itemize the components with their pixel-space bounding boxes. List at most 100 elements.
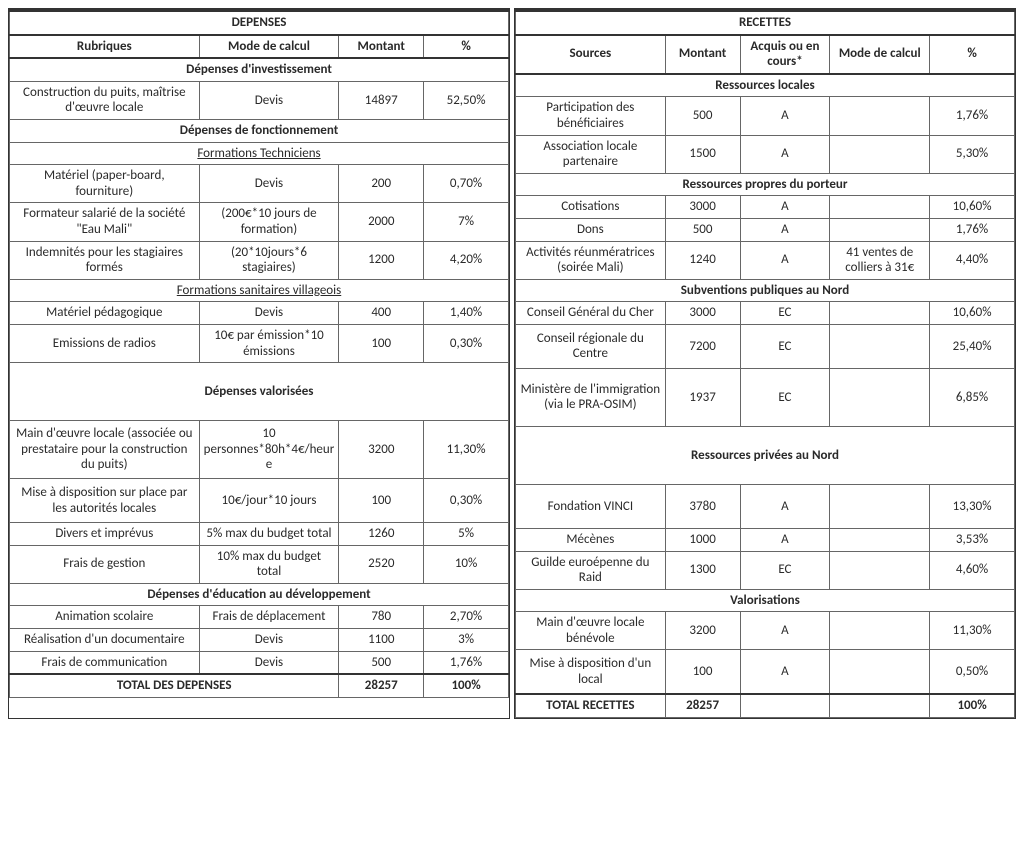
- table-cell: 10 personnes*80h*4€/heure: [199, 421, 339, 479]
- table-cell: 0,30%: [424, 479, 509, 523]
- total-montant: 28257: [339, 674, 424, 697]
- table-cell: 100: [665, 650, 740, 694]
- table-cell: EC: [740, 302, 830, 325]
- table-cell: 14897: [339, 81, 424, 119]
- table-cell: 41 ventes de colliers à 31€: [830, 241, 930, 279]
- table-cell: 4,20%: [424, 241, 509, 279]
- table-cell: Mécènes: [516, 528, 666, 551]
- table-cell: 5,30%: [930, 135, 1015, 173]
- total-label: TOTAL RECETTES: [516, 694, 666, 717]
- table-cell: 500: [665, 218, 740, 241]
- table-cell: 5%: [424, 523, 509, 546]
- table-cell: 1240: [665, 241, 740, 279]
- table-cell: Conseil Général du Cher: [516, 302, 666, 325]
- table-cell: [830, 324, 930, 368]
- table-cell: 1,76%: [930, 218, 1015, 241]
- table-cell: A: [740, 196, 830, 219]
- total-c4: [830, 694, 930, 717]
- table-cell: Devis: [199, 81, 339, 119]
- table-cell: 3%: [424, 629, 509, 652]
- depenses-table: DEPENSESRubriquesMode de calculMontant%D…: [9, 10, 509, 698]
- table-cell: [830, 528, 930, 551]
- table-cell: 52,50%: [424, 81, 509, 119]
- table-cell: 3200: [665, 612, 740, 650]
- table-cell: Indemnités pour les stagiaires formés: [10, 241, 200, 279]
- table-cell: 5% max du budget total: [199, 523, 339, 546]
- recettes-panel: RECETTESSourcesMontantAcquis ou en cours…: [514, 8, 1016, 719]
- table-cell: [830, 612, 930, 650]
- table-cell: 500: [339, 651, 424, 674]
- table-cell: 1,40%: [424, 302, 509, 325]
- table-cell: 1300: [665, 551, 740, 589]
- table-cell: Main d'œuvre locale (associée ou prestat…: [10, 421, 200, 479]
- table-cell: (200€*10 jours de formation): [199, 203, 339, 241]
- table-cell: 100: [339, 479, 424, 523]
- table-cell: 1,76%: [424, 651, 509, 674]
- table-cell: 6,85%: [930, 368, 1015, 426]
- table-cell: 780: [339, 606, 424, 629]
- table-cell: Ministère de l'immigration (via le PRA-O…: [516, 368, 666, 426]
- table-cell: A: [740, 612, 830, 650]
- table-cell: Main d'œuvre locale bénévole: [516, 612, 666, 650]
- table-cell: 1500: [665, 135, 740, 173]
- table-cell: [830, 135, 930, 173]
- table-cell: Cotisations: [516, 196, 666, 219]
- table-cell: [830, 97, 930, 135]
- table-cell: Frais de gestion: [10, 545, 200, 583]
- table-cell: [830, 196, 930, 219]
- table-cell: 11,30%: [424, 421, 509, 479]
- right-title: RECETTES: [516, 11, 1015, 35]
- table-cell: 100: [339, 324, 424, 362]
- table-cell: Guilde euroépenne du Raid: [516, 551, 666, 589]
- table-cell: 1000: [665, 528, 740, 551]
- table-cell: 2000: [339, 203, 424, 241]
- table-cell: A: [740, 218, 830, 241]
- column-header: %: [424, 35, 509, 59]
- table-cell: EC: [740, 324, 830, 368]
- table-cell: Matériel (paper-board, fourniture): [10, 165, 200, 203]
- table-cell: 200: [339, 165, 424, 203]
- subsection-header: Formations Techniciens: [10, 142, 509, 165]
- table-cell: [830, 302, 930, 325]
- table-cell: 1937: [665, 368, 740, 426]
- table-cell: 3,53%: [930, 528, 1015, 551]
- table-cell: 7200: [665, 324, 740, 368]
- section-header: Ressources privées au Nord: [516, 426, 1015, 484]
- table-cell: (20*10jours*6 stagiaires): [199, 241, 339, 279]
- table-cell: Formateur salarié de la société "Eau Mal…: [10, 203, 200, 241]
- table-cell: A: [740, 528, 830, 551]
- section-header: Dépenses valorisées: [10, 363, 509, 421]
- table-cell: 0,50%: [930, 650, 1015, 694]
- column-header: Mode de calcul: [199, 35, 339, 59]
- column-header: Montant: [339, 35, 424, 59]
- table-cell: EC: [740, 368, 830, 426]
- section-header: Dépenses d'éducation au développement: [10, 583, 509, 606]
- table-cell: 10,60%: [930, 196, 1015, 219]
- table-cell: 10% max du budget total: [199, 545, 339, 583]
- table-cell: Matériel pédagogique: [10, 302, 200, 325]
- table-cell: Devis: [199, 165, 339, 203]
- table-cell: Réalisation d'un documentaire: [10, 629, 200, 652]
- table-cell: Devis: [199, 651, 339, 674]
- table-cell: A: [740, 135, 830, 173]
- total-montant: 28257: [665, 694, 740, 717]
- table-cell: Mise à disposition d'un local: [516, 650, 666, 694]
- table-cell: A: [740, 241, 830, 279]
- table-cell: 25,40%: [930, 324, 1015, 368]
- section-header: Ressources locales: [516, 74, 1015, 97]
- table-cell: 3200: [339, 421, 424, 479]
- recettes-table: RECETTESSourcesMontantAcquis ou en cours…: [515, 10, 1015, 718]
- total-label: TOTAL DES DEPENSES: [10, 674, 339, 697]
- column-header: Mode de calcul: [830, 35, 930, 74]
- table-cell: 10%: [424, 545, 509, 583]
- table-cell: Mise à disposition sur place par les aut…: [10, 479, 200, 523]
- table-cell: Conseil régionale du Centre: [516, 324, 666, 368]
- table-cell: Activités réunmératrices (soirée Mali): [516, 241, 666, 279]
- table-cell: Devis: [199, 629, 339, 652]
- total-pct: 100%: [930, 694, 1015, 717]
- section-header: Subventions publiques au Nord: [516, 279, 1015, 302]
- column-header: %: [930, 35, 1015, 74]
- section-header: Valorisations: [516, 589, 1015, 612]
- total-c3: [740, 694, 830, 717]
- table-cell: Frais de déplacement: [199, 606, 339, 629]
